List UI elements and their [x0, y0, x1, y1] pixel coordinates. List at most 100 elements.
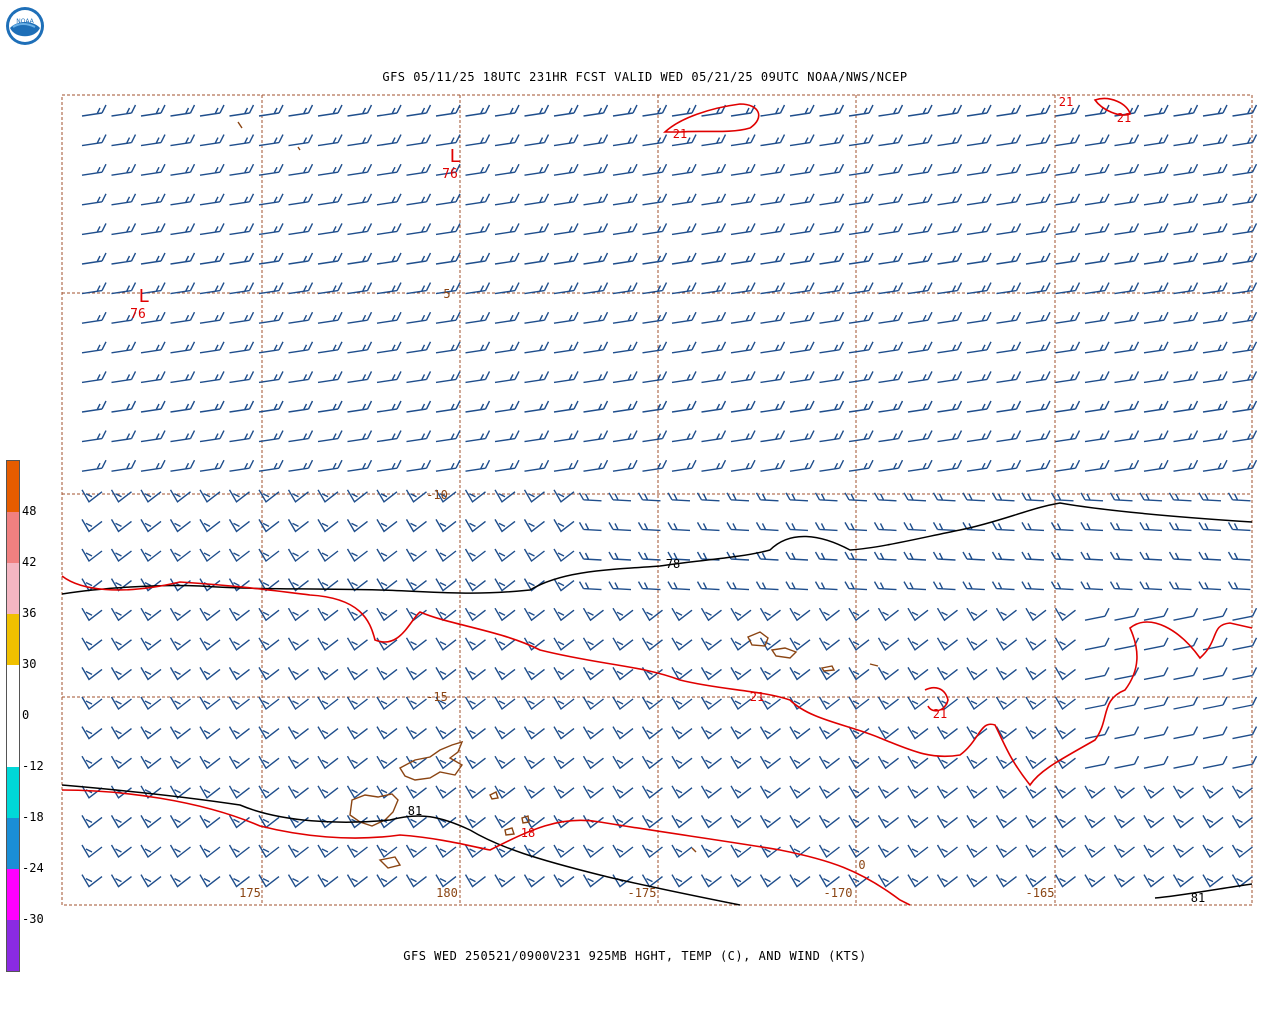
wind-barb	[701, 459, 727, 472]
wind-barb	[494, 755, 516, 770]
wind-barb	[553, 459, 579, 472]
wind-barb	[1143, 667, 1169, 681]
wind-barb	[966, 785, 988, 799]
wind-barb	[110, 696, 132, 711]
wind-barb	[1227, 551, 1251, 561]
wind-barb	[110, 519, 132, 533]
wind-barb	[1232, 430, 1258, 443]
wind-barb	[524, 371, 550, 384]
wind-barb	[1143, 459, 1169, 472]
height-contour-label: 78	[666, 557, 680, 571]
wind-barb	[1198, 492, 1222, 502]
wind-barb	[111, 223, 137, 236]
wind-barb	[966, 874, 988, 888]
wind-barb	[789, 637, 811, 651]
noaa-logo-icon: NOAA	[6, 7, 44, 45]
wind-barb	[1202, 371, 1228, 384]
wind-barb	[465, 400, 491, 413]
wind-barb	[730, 726, 752, 740]
wind-barb	[760, 341, 786, 354]
wind-barb	[760, 371, 786, 384]
wind-barb	[1025, 430, 1051, 443]
wind-barb	[1055, 459, 1081, 472]
wind-barb	[376, 252, 402, 265]
wind-barb-field	[81, 104, 1258, 888]
wind-barb	[1084, 163, 1110, 176]
wind-barb	[730, 400, 756, 413]
wind-barb	[818, 637, 840, 651]
wind-barb	[1025, 815, 1047, 829]
wind-barb	[612, 223, 638, 236]
wind-barb	[1173, 755, 1199, 769]
wind-barb	[582, 726, 604, 740]
wind-barb	[553, 696, 575, 711]
wind-barb	[523, 874, 545, 888]
wind-barb	[671, 874, 693, 888]
wind-barb	[523, 696, 545, 711]
wind-barb	[1232, 607, 1258, 621]
wind-barb	[553, 223, 579, 236]
wind-barb	[962, 551, 986, 561]
wind-barb	[612, 371, 638, 384]
wind-barb	[1143, 104, 1169, 117]
wind-barb	[612, 163, 638, 176]
wind-barb	[258, 874, 280, 888]
wind-barb	[1109, 492, 1133, 502]
wind-barb	[523, 607, 545, 622]
wind-barb	[730, 755, 752, 770]
island-coastline	[237, 121, 243, 129]
wind-barb	[81, 223, 107, 236]
wind-barb	[287, 667, 309, 681]
wind-barb	[140, 400, 166, 413]
wind-barb	[229, 223, 255, 236]
wind-barb	[642, 104, 668, 117]
wind-barb	[81, 489, 103, 503]
wind-barb	[465, 163, 491, 176]
wind-barb	[878, 282, 904, 295]
wind-barb	[583, 104, 609, 117]
wind-barb	[494, 311, 520, 324]
wind-barb	[524, 430, 550, 443]
wind-barb	[1114, 667, 1140, 681]
wind-barb	[1202, 223, 1228, 236]
wind-barb	[170, 430, 196, 443]
wind-barb	[818, 874, 840, 888]
wind-barb	[170, 252, 196, 265]
wind-barb	[465, 104, 491, 117]
wind-barb	[1025, 785, 1047, 799]
wind-barb	[759, 696, 781, 711]
wind-barb	[406, 163, 432, 176]
wind-barb	[582, 844, 604, 859]
wind-barb	[1232, 371, 1258, 384]
longitude-label: -175	[628, 886, 657, 900]
wind-barb	[966, 223, 992, 236]
wind-barb	[110, 815, 132, 829]
wind-barb	[848, 311, 874, 324]
forecast-title: GFS 05/11/25 18UTC 231HR FCST VALID WED …	[382, 70, 908, 84]
wind-barb	[81, 844, 103, 859]
wind-barb	[229, 252, 255, 265]
wind-barb	[578, 492, 602, 502]
wind-barb	[759, 844, 781, 859]
colorbar-segment	[7, 716, 19, 767]
wind-barb	[873, 522, 897, 532]
wind-barb	[1055, 252, 1081, 265]
island-coastline	[521, 815, 530, 824]
wind-barb	[553, 371, 579, 384]
wind-barb	[1232, 637, 1258, 651]
wind-barb	[671, 726, 693, 740]
wind-barb	[995, 607, 1017, 622]
wind-barb	[1055, 134, 1081, 147]
wind-barb	[1084, 874, 1106, 888]
longitude-label: 175	[239, 886, 261, 900]
wind-barb	[229, 341, 255, 354]
wind-barb	[1114, 696, 1140, 710]
wind-barb	[435, 489, 457, 503]
wind-barb	[1084, 252, 1110, 265]
wind-barb	[435, 667, 457, 681]
wind-barb	[1232, 696, 1258, 710]
wind-barb	[288, 193, 314, 206]
wind-barb	[435, 815, 457, 829]
wind-barb	[818, 696, 840, 711]
wind-barb	[376, 311, 402, 324]
